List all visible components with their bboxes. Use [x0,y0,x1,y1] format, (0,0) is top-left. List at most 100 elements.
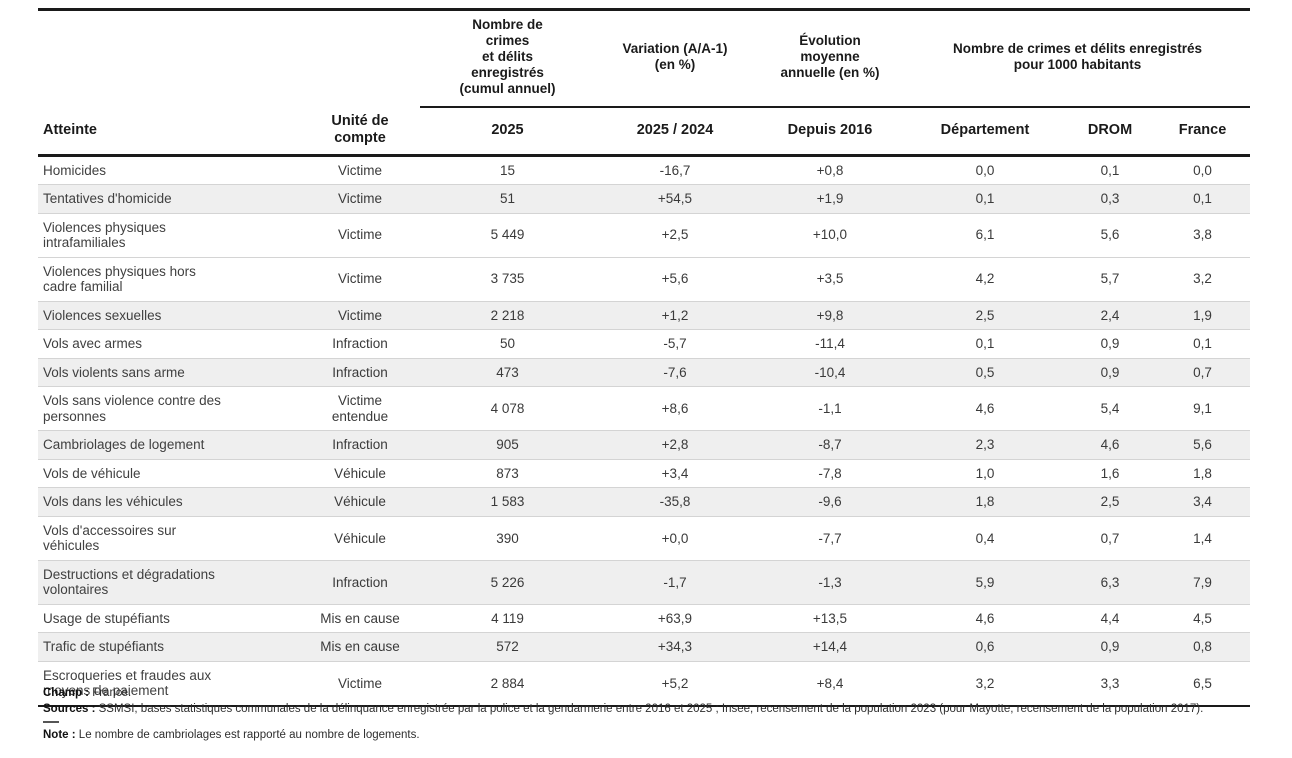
table-row: Vols violents sans arme Infraction 473 -… [38,357,1251,387]
cell-2025: 51 [420,184,595,214]
cell-drom: 6,3 [1065,559,1155,605]
cell-atteinte: Vols de véhicule [38,458,300,488]
cell-atteinte: Vols avec armes [38,329,300,359]
cell-unite: Victime [300,184,420,214]
cell-departement: 0,1 [905,184,1065,214]
cell-unite: Victime entendue [300,386,420,431]
group-header-empty [38,10,420,107]
col-header-atteinte: Atteinte [38,106,300,157]
cell-evolution: -1,3 [755,559,905,605]
cell-2025: 905 [420,430,595,460]
cell-france: 3,4 [1155,487,1251,517]
group-header-variation: Variation (A/A-1) (en %) [595,9,755,108]
table-row: Vols sans violence contre des personnes … [38,386,1251,431]
cell-departement: 2,5 [905,300,1065,330]
cell-unite: Infraction [300,329,420,359]
column-header-row: Atteinte Unité de compte 2025 2025 / 202… [38,106,1251,157]
cell-atteinte: Usage de stupéfiants [38,603,300,633]
cell-atteinte: Violences physiques intrafamiliales [38,212,300,258]
group-header-count: Nombre de crimes et délits enregistrés (… [420,9,595,108]
cell-departement: 2,3 [905,430,1065,460]
cell-unite: Véhicule [300,458,420,488]
cell-atteinte: Vols sans violence contre des personnes [38,386,300,431]
group-header-evolution: Évolution moyenne annuelle (en %) [755,9,905,108]
cell-unite: Victime [300,300,420,330]
footnote-champ: Champ : France. [43,686,1255,701]
cell-atteinte: Destructions et dégradations volontaires [38,559,300,605]
col-header-2025-2024: 2025 / 2024 [595,106,755,157]
cell-variation: +1,2 [595,300,755,330]
cell-variation: -5,7 [595,329,755,359]
cell-unite: Infraction [300,559,420,605]
cell-evolution: +1,9 [755,184,905,214]
cell-evolution: -11,4 [755,329,905,359]
cell-france: 0,0 [1155,154,1251,185]
cell-variation: +5,2 [595,660,755,707]
cell-drom: 0,3 [1065,184,1155,214]
cell-france: 0,1 [1155,329,1251,359]
cell-evolution: +0,8 [755,154,905,185]
table-row: Violences sexuelles Victime 2 218 +1,2 +… [38,300,1251,330]
cell-france: 5,6 [1155,430,1251,460]
cell-france: 0,7 [1155,357,1251,387]
cell-unite: Victime [300,154,420,185]
cell-2025: 873 [420,458,595,488]
cell-evolution: +8,4 [755,660,905,707]
cell-atteinte: Vols violents sans arme [38,357,300,387]
table-body: Homicides Victime 15 -16,7 +0,8 0,0 0,1 … [38,154,1251,707]
cell-drom: 0,9 [1065,632,1155,662]
cell-departement: 5,9 [905,559,1065,605]
cell-unite: Infraction [300,430,420,460]
cell-variation: -35,8 [595,487,755,517]
cell-atteinte: Violences physiques hors cadre familial [38,256,300,302]
footnote-sources-text: SSMSI, bases statistiques communales de … [98,703,1204,716]
table-row: Escroqueries et fraudes aux moyens de pa… [38,660,1251,707]
cell-drom: 0,9 [1065,357,1155,387]
table-footnotes: Champ : France. Sources : SSMSI, bases s… [43,686,1255,745]
cell-france: 6,5 [1155,660,1251,707]
table-row: Tentatives d'homicide Victime 51 +54,5 +… [38,184,1251,214]
cell-france: 3,2 [1155,256,1251,302]
group-header-row: Nombre de crimes et délits enregistrés (… [38,9,1251,108]
group-header-per1000: Nombre de crimes et délits enregistrés p… [905,9,1251,108]
footnote-sources-label: Sources : [43,703,96,716]
cell-unite: Victime [300,660,420,707]
cell-2025: 390 [420,515,595,561]
cell-departement: 0,4 [905,515,1065,561]
cell-atteinte: Vols dans les véhicules [38,487,300,517]
cell-departement: 0,1 [905,329,1065,359]
cell-variation: +8,6 [595,386,755,431]
cell-atteinte: Violences sexuelles [38,300,300,330]
cell-variation: +34,3 [595,632,755,662]
cell-evolution: -9,6 [755,487,905,517]
cell-drom: 4,4 [1065,603,1155,633]
cell-departement: 1,8 [905,487,1065,517]
cell-evolution: +14,4 [755,632,905,662]
cell-evolution: +9,8 [755,300,905,330]
cell-unite: Infraction [300,357,420,387]
cell-evolution: -7,8 [755,458,905,488]
cell-evolution: -1,1 [755,386,905,431]
cell-departement: 0,0 [905,154,1065,185]
table-row: Homicides Victime 15 -16,7 +0,8 0,0 0,1 … [38,154,1251,185]
cell-2025: 1 583 [420,487,595,517]
table-row: Usage de stupéfiants Mis en cause 4 119 … [38,603,1251,633]
table-row: Vols avec armes Infraction 50 -5,7 -11,4… [38,329,1251,359]
col-header-depuis-2016: Depuis 2016 [755,106,905,157]
cell-2025: 50 [420,329,595,359]
cell-variation: -1,7 [595,559,755,605]
footnote-champ-text: France. [92,687,132,699]
cell-departement: 4,2 [905,256,1065,302]
cell-drom: 0,7 [1065,515,1155,561]
footnote-sources: Sources : SSMSI, bases statistiques comm… [43,702,1255,717]
cell-evolution: +10,0 [755,212,905,258]
cell-unite: Mis en cause [300,632,420,662]
cell-evolution: -10,4 [755,357,905,387]
cell-drom: 5,7 [1065,256,1155,302]
col-header-drom: DROM [1065,106,1155,157]
cell-2025: 3 735 [420,256,595,302]
cell-departement: 3,2 [905,660,1065,707]
cell-drom: 5,4 [1065,386,1155,431]
cell-variation: +2,5 [595,212,755,258]
cell-atteinte: Cambriolages de logement [38,430,300,460]
